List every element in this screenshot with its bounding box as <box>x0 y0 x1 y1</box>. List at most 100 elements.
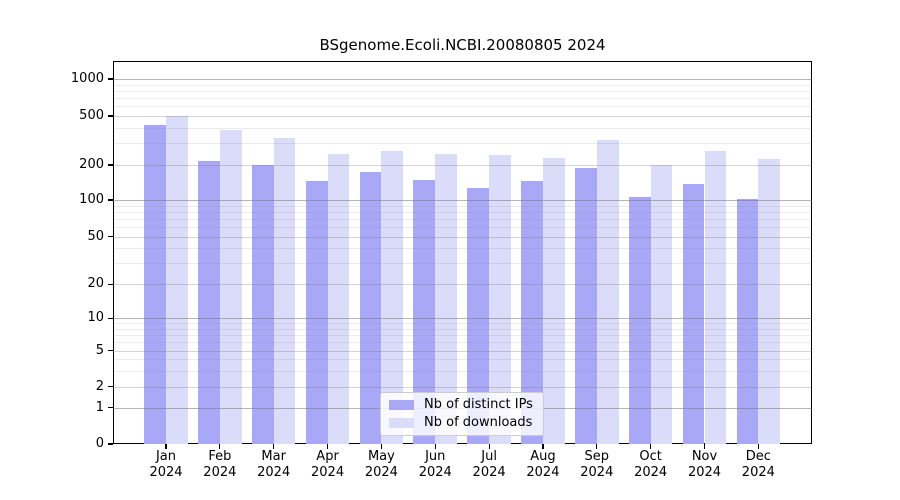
gridline-20 <box>113 284 812 286</box>
gridline-minor-7 <box>113 334 812 336</box>
bar-downloads-dec <box>758 159 781 444</box>
plot-area <box>113 61 812 444</box>
y-tick-label-20: 20 <box>87 276 104 292</box>
x-tick-feb <box>219 444 221 449</box>
y-tick-label-50: 50 <box>87 228 104 244</box>
bar-distinct-ips-mar <box>251 165 274 444</box>
legend-item-distinct-ips: Nb of distinct IPs <box>389 398 535 412</box>
legend: Nb of distinct IPs Nb of downloads <box>380 392 544 436</box>
y-tick-label-1: 1 <box>95 399 104 415</box>
gridline-200 <box>113 165 812 166</box>
x-tick-apr <box>326 444 329 449</box>
bar-downloads-jun <box>435 154 458 444</box>
x-tick-label-jun: Jun 2024 <box>418 449 452 480</box>
gridline-minor-4 <box>113 359 812 361</box>
x-tick-jul <box>488 444 490 449</box>
y-tick-label-5: 5 <box>95 342 104 358</box>
bar-distinct-ips-jan <box>144 125 166 444</box>
x-tick-jan <box>165 444 167 449</box>
gridline-minor-40 <box>113 248 812 250</box>
x-tick-label-mar: Mar 2024 <box>257 449 291 480</box>
gridline-10 <box>113 318 812 320</box>
y-tick-label-100: 100 <box>79 192 104 207</box>
bar-distinct-ips-nov <box>682 183 705 444</box>
y-tick-0 <box>108 443 113 445</box>
y-tick-1000 <box>108 78 113 80</box>
x-tick-nov <box>703 444 706 449</box>
x-tick-label-oct: Oct 2024 <box>634 449 668 480</box>
gridline-minor-700 <box>113 98 812 100</box>
bar-downloads-mar <box>273 138 296 444</box>
y-tick-100 <box>108 199 113 201</box>
x-tick-mar <box>273 444 275 449</box>
bar-downloads-apr <box>327 154 350 444</box>
y-tick-label-500: 500 <box>79 108 104 123</box>
bar-downloads-jul <box>489 155 511 444</box>
bar-distinct-ips-aug <box>521 181 543 444</box>
y-tick-2 <box>108 386 113 388</box>
x-tick-sep <box>596 444 598 449</box>
gridline-1000 <box>113 79 812 80</box>
x-tick-label-dec: Dec 2024 <box>741 449 775 480</box>
legend-swatch-distinct-ips <box>389 400 414 410</box>
gridline-50 <box>113 236 812 238</box>
bar-distinct-ips-may <box>359 171 382 444</box>
y-tick-label-2: 2 <box>95 378 104 394</box>
y-tick-label-10: 10 <box>87 310 104 326</box>
y-tick-200 <box>108 164 113 166</box>
bar-distinct-ips-jun <box>413 179 436 444</box>
gridline-minor-900 <box>113 84 812 86</box>
gridline-500 <box>113 116 812 117</box>
bar-downloads-may <box>381 150 404 444</box>
legend-item-downloads: Nb of downloads <box>389 416 535 430</box>
x-tick-label-aug: Aug 2024 <box>526 449 560 480</box>
gridline-minor-3 <box>113 370 812 372</box>
y-tick-5 <box>108 349 113 352</box>
gridline-2 <box>113 386 812 388</box>
bar-distinct-ips-oct <box>628 196 651 444</box>
y-tick-20 <box>108 283 113 285</box>
gridline-minor-300 <box>113 143 812 145</box>
bar-distinct-ips-apr <box>305 181 328 444</box>
gridline-minor-400 <box>113 127 812 129</box>
y-tick-50 <box>108 236 113 238</box>
bar-distinct-ips-sep <box>575 168 597 444</box>
gridline-minor-800 <box>113 90 812 92</box>
x-tick-jun <box>434 444 436 449</box>
legend-label-downloads: Nb of downloads <box>424 415 533 430</box>
bar-downloads-oct <box>650 165 673 444</box>
bar-downloads-feb <box>219 130 242 444</box>
gridline-minor-80 <box>113 211 812 213</box>
x-tick-aug <box>542 444 544 449</box>
x-tick-may <box>380 444 382 449</box>
y-tick-label-200: 200 <box>79 157 104 172</box>
y-tick-10 <box>108 317 113 319</box>
x-tick-label-jul: Jul 2024 <box>472 449 506 480</box>
gridline-minor-6 <box>113 342 812 344</box>
gridline-minor-9 <box>113 323 812 325</box>
legend-label-distinct-ips: Nb of distinct IPs <box>424 397 533 412</box>
chart-title: BSgenome.Ecoli.NCBI.20080805 2024 <box>319 36 606 54</box>
x-tick-label-feb: Feb 2024 <box>203 449 237 480</box>
gridline-minor-60 <box>113 227 812 229</box>
x-tick-label-nov: Nov 2024 <box>687 449 722 480</box>
gridline-5 <box>113 350 812 352</box>
gridline-100 <box>113 200 812 201</box>
legend-swatch-downloads <box>389 418 414 428</box>
gridline-minor-70 <box>113 218 812 220</box>
y-tick-1 <box>108 407 113 409</box>
x-tick-label-may: May 2024 <box>364 449 398 480</box>
x-tick-label-apr: Apr 2024 <box>311 449 345 480</box>
x-tick-dec <box>757 444 759 449</box>
x-tick-oct <box>650 444 652 449</box>
y-tick-label-0: 0 <box>95 436 104 451</box>
bar-distinct-ips-feb <box>198 161 220 444</box>
bar-downloads-nov <box>704 151 727 444</box>
gridline-minor-8 <box>113 328 812 330</box>
y-tick-label-1000: 1000 <box>70 71 104 86</box>
bar-downloads-sep <box>596 139 619 444</box>
gridline-minor-30 <box>113 263 812 265</box>
bar-downloads-aug <box>542 157 565 444</box>
x-tick-label-sep: Sep 2024 <box>580 449 614 480</box>
